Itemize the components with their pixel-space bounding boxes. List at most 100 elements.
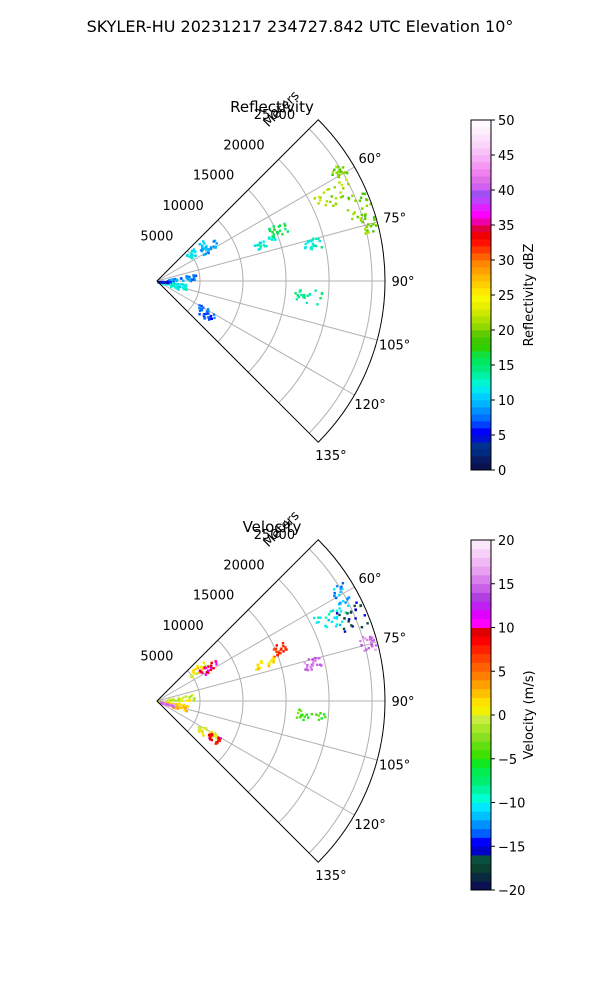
colorbar-bin (471, 837, 491, 847)
echo-gate (282, 644, 285, 648)
panels: Reflectivity50001000015000200002500060°7… (140, 88, 537, 899)
echo-gate (347, 618, 351, 621)
echo-gate (175, 703, 179, 706)
colorbar-bin (471, 592, 491, 602)
echo-gate (317, 202, 320, 205)
echo-gate (370, 643, 373, 647)
colorbar-bin (471, 645, 491, 655)
echo-gate (179, 706, 182, 710)
echo-gate (305, 666, 309, 669)
echo-gate (284, 646, 287, 649)
echo-gate (219, 737, 222, 740)
echo-region (335, 601, 369, 633)
echo-gate (354, 199, 357, 202)
echo-gate (170, 702, 173, 705)
echo-gate (311, 658, 314, 661)
echo-gate (184, 285, 187, 288)
echo-gate (359, 219, 363, 222)
echo-gate (374, 648, 377, 651)
echo-gate (263, 245, 267, 248)
echo-gate (192, 276, 196, 280)
range-tick-label: 25000 (254, 528, 295, 543)
echo-gate (324, 624, 327, 628)
echo-gate (313, 616, 316, 620)
echo-gate (213, 734, 216, 738)
range-tick-label: 10000 (162, 619, 203, 634)
colorbar-bin (471, 337, 491, 345)
echo-gate (211, 735, 214, 738)
echo-gate (214, 246, 217, 249)
echo-gate (199, 670, 202, 673)
range-tick-label: 5000 (140, 230, 173, 245)
echo-gate (352, 212, 355, 216)
azimuth-spoke (156, 700, 355, 816)
azimuth-tick-label: 75° (383, 211, 406, 226)
echo-gate (372, 639, 375, 642)
colorbar-label: Velocity (m/s) (522, 670, 537, 759)
echo-gate (186, 699, 189, 702)
echo-gate (334, 197, 338, 200)
echo-gate (333, 594, 336, 598)
range-tick-label: 5000 (140, 650, 173, 665)
echo-gate (319, 199, 322, 202)
echo-region (268, 222, 289, 239)
colorbar-bin (471, 715, 491, 725)
echo-gate (333, 186, 336, 189)
azimuth-spoke (156, 166, 355, 282)
echo-gate (335, 165, 338, 168)
echo-gate (210, 732, 213, 736)
echo-gate (316, 663, 319, 666)
echo-gate (360, 644, 363, 647)
echo-gate (335, 612, 339, 615)
echo-gate (202, 661, 205, 665)
echo-gate (309, 665, 312, 669)
range-tick-label: 10000 (162, 199, 203, 214)
echo-gate (317, 620, 320, 624)
echo-gate (284, 227, 287, 231)
echo-gate (201, 248, 204, 251)
echo-gate (198, 313, 201, 316)
echo-gate (209, 247, 212, 251)
echo-gate (184, 695, 188, 698)
echo-gate (203, 316, 207, 319)
echo-gate (365, 204, 369, 207)
echo-gate (173, 286, 177, 289)
echo-gate (163, 281, 166, 284)
colorbar-bin (471, 671, 491, 681)
echo-gate (314, 659, 317, 662)
echo-gate (364, 228, 367, 231)
echo-gate (366, 622, 369, 625)
colorbar-bin (471, 274, 491, 282)
panel-reflectivity: Reflectivity 5000 10000 15000 20000 25000 60° 7… (140, 88, 537, 479)
echo-gate (281, 641, 285, 645)
echo-gate (256, 664, 260, 668)
echo-gate (199, 726, 203, 729)
echo-gate (270, 238, 274, 241)
echo-gate (309, 247, 312, 250)
colorbar-bin (471, 190, 491, 198)
colorbar-bin (471, 386, 491, 394)
colorbar-tick-label: 10 (498, 394, 515, 409)
echo-gate (210, 730, 213, 734)
echo-gate (210, 666, 213, 670)
echo-gate (183, 709, 186, 712)
colorbar-bin (471, 566, 491, 576)
echo-gate (212, 667, 215, 670)
echo-gate (367, 646, 370, 650)
echo-gate (342, 171, 345, 174)
echo-gate (358, 199, 362, 202)
colorbar-bin (471, 557, 491, 567)
echo-gate (322, 713, 326, 716)
azimuth-tick-label: 105° (379, 339, 410, 354)
colorbar-bin (471, 148, 491, 156)
echo-gate (207, 665, 210, 668)
echo-region (331, 165, 349, 179)
echo-gate (265, 244, 268, 248)
echo-gate (168, 279, 171, 282)
echo-gate (331, 170, 335, 174)
colorbar-bin (471, 407, 491, 415)
echo-gate (372, 223, 375, 226)
echo-gate (306, 241, 310, 244)
echo-gate (339, 196, 343, 199)
azimuth-tick-label: 90° (391, 275, 414, 290)
